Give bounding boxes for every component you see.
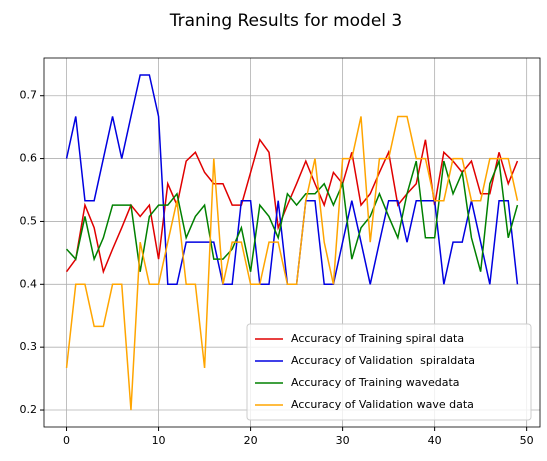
legend-box [246,323,532,421]
series-line [65,138,519,275]
y-tick-label: 0.3 [20,340,38,353]
series-line [65,158,519,272]
x-tick-label: 0 [63,434,70,447]
plot-frame [43,57,541,428]
y-tick-label: 0.6 [20,152,38,165]
legend-label: Accuracy of Training wavedata [291,376,460,389]
y-tick-label: 0.4 [20,277,38,290]
x-tick-label: 50 [520,434,534,447]
legend-label: Accuracy of Validation wave data [291,398,474,411]
chart-title: Traning Results for model 3 [169,11,402,31]
legend-label: Accuracy of Validation spiraldata [291,354,475,367]
x-tick-label: 30 [336,434,350,447]
y-tick-label: 0.2 [20,403,38,416]
x-tick-label: 20 [244,434,258,447]
x-tick-label: 40 [428,434,442,447]
y-tick-label: 0.5 [20,214,38,227]
y-tick-label: 0.7 [20,89,38,102]
x-tick-label: 10 [152,434,166,447]
series-line [65,115,519,411]
legend-label: Accuracy of Training spiral data [291,332,464,345]
